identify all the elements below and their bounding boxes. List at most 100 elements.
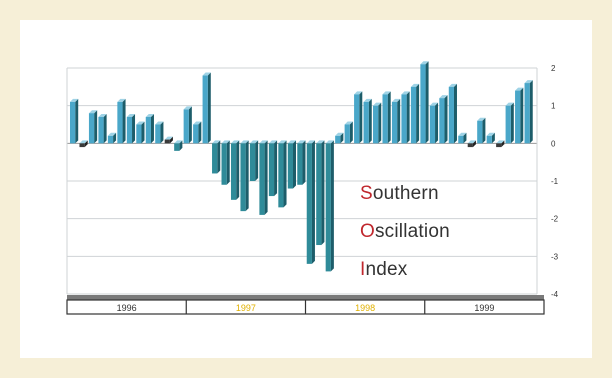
bar xyxy=(505,105,511,144)
bar-side xyxy=(188,106,192,144)
bar-side xyxy=(217,140,221,174)
bar xyxy=(136,124,142,144)
bar-top xyxy=(373,102,382,106)
bar-top xyxy=(202,72,211,76)
bar-top xyxy=(268,140,278,144)
bar-top xyxy=(183,106,192,110)
bar-top xyxy=(391,98,401,102)
bar xyxy=(410,86,417,144)
y-tick-label: 0 xyxy=(551,139,556,148)
bar-side xyxy=(226,140,230,185)
year-label: 1997 xyxy=(236,303,256,313)
bar xyxy=(382,94,388,144)
bar-top xyxy=(420,61,429,65)
bar-top xyxy=(70,98,79,102)
bar-side xyxy=(264,140,268,215)
bar-top xyxy=(88,110,98,114)
bar xyxy=(524,83,530,144)
bar-side xyxy=(510,102,514,144)
y-tick-label: 2 xyxy=(551,64,556,73)
bar-top xyxy=(249,140,259,144)
y-tick-label: 1 xyxy=(551,102,556,111)
y-tick-label: -1 xyxy=(551,177,559,186)
bar xyxy=(164,139,170,144)
bar-top xyxy=(98,113,107,117)
bar xyxy=(363,101,369,144)
bar xyxy=(79,143,85,148)
bar-top xyxy=(297,140,306,144)
bar-top xyxy=(193,121,202,125)
bar-side xyxy=(311,140,315,264)
bar xyxy=(259,143,265,215)
bar xyxy=(249,143,256,181)
bar-side xyxy=(406,91,410,144)
bar-top xyxy=(524,80,533,84)
bar-side xyxy=(198,121,202,144)
bar-top xyxy=(382,91,391,95)
bar xyxy=(401,94,407,144)
bar xyxy=(297,143,303,185)
bar-side xyxy=(482,117,486,144)
bar xyxy=(354,94,360,144)
bar-top xyxy=(486,132,495,136)
bar-top xyxy=(439,95,448,99)
bar xyxy=(155,124,161,144)
bar xyxy=(287,143,294,189)
bar xyxy=(496,143,502,148)
bar-top xyxy=(505,102,514,106)
bar-side xyxy=(529,80,533,144)
bar xyxy=(429,105,436,144)
bar-side xyxy=(122,98,126,144)
title-rest-index: ndex xyxy=(365,259,408,280)
bar-top xyxy=(174,140,183,144)
bar-top xyxy=(515,87,524,91)
bar-side xyxy=(302,140,306,185)
bar-side xyxy=(255,140,259,181)
bar-side xyxy=(75,98,79,144)
bar xyxy=(221,143,227,185)
bar-side xyxy=(113,132,117,144)
bar-side xyxy=(425,61,429,144)
y-tick-label: -3 xyxy=(551,252,559,261)
bar-top xyxy=(316,140,325,144)
bar-side xyxy=(397,98,401,144)
year-label: 1998 xyxy=(355,303,375,313)
title-initial-i: I xyxy=(360,259,366,280)
bar-top xyxy=(278,140,287,144)
bar-side xyxy=(463,132,467,144)
bar xyxy=(202,75,208,144)
bar-side xyxy=(274,140,278,197)
bar xyxy=(420,64,426,144)
title-rest-southern: outhern xyxy=(372,183,439,204)
bar-top xyxy=(335,132,344,136)
bar-side xyxy=(132,113,136,144)
title-initial-o: O xyxy=(360,221,375,242)
bar-side xyxy=(150,113,154,144)
bar-side xyxy=(84,140,88,148)
bar-top xyxy=(155,121,164,125)
bar-top xyxy=(344,121,353,125)
bar xyxy=(439,98,445,144)
bar xyxy=(373,105,379,144)
bar xyxy=(391,101,398,144)
bar-top xyxy=(107,132,117,136)
bar-top xyxy=(212,140,221,144)
bar-top xyxy=(458,132,467,136)
bar xyxy=(268,143,275,197)
bar-side xyxy=(160,121,164,144)
soi-bar-chart: 2 1 0 -1 -2 -3 -4 1996 1997 1998 1999 xyxy=(66,61,559,315)
bar-top xyxy=(259,140,268,144)
bar-top xyxy=(448,83,457,87)
bar-top xyxy=(410,83,420,87)
bar xyxy=(448,86,454,144)
bar xyxy=(183,109,189,144)
bar-side xyxy=(141,121,145,144)
bar xyxy=(70,101,76,144)
bar-side xyxy=(444,95,448,144)
bar-side xyxy=(103,113,107,144)
bar xyxy=(467,143,473,148)
bar-side xyxy=(179,140,183,151)
bar xyxy=(486,135,492,144)
title-line-southern: Southern xyxy=(360,183,439,205)
bar-side xyxy=(349,121,353,144)
